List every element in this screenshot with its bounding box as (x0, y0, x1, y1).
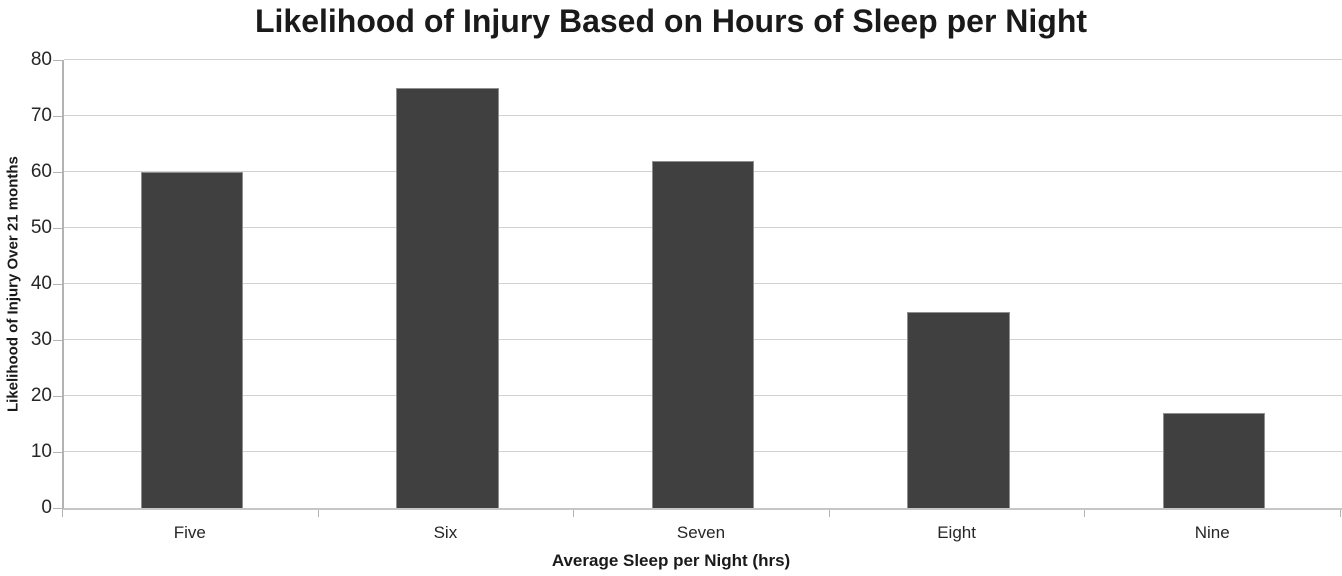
x-category-label-seven: Seven (676, 523, 726, 542)
y-tick-mark-60 (53, 172, 62, 173)
x-axis-label: Average Sleep per Night (hrs) (551, 551, 791, 570)
bar-five (140, 172, 243, 508)
y-tick-label-10: 10 (30, 441, 52, 462)
y-tick-label-50: 50 (30, 217, 52, 238)
x-tick-mark-0 (62, 510, 63, 517)
x-tick-mark-2 (573, 510, 574, 517)
y-tick-label-60: 60 (30, 161, 52, 182)
x-tick-mark-5 (1340, 510, 1341, 517)
y-tick-mark-0 (53, 508, 62, 509)
x-category-label-eight: Eight (937, 523, 976, 542)
y-tick-mark-50 (53, 228, 62, 229)
chart-title: Likelihood of Injury Based on Hours of S… (254, 3, 1088, 39)
y-tick-mark-80 (53, 60, 62, 61)
gridline-80 (64, 59, 1342, 60)
x-tick-mark-4 (1084, 510, 1085, 517)
y-tick-mark-20 (53, 396, 62, 397)
y-tick-mark-40 (53, 284, 62, 285)
y-tick-mark-10 (53, 452, 62, 453)
y-tick-mark-70 (53, 116, 62, 117)
bar-nine (1163, 412, 1266, 508)
y-tick-label-30: 30 (30, 329, 52, 350)
x-category-label-nine: Nine (1194, 523, 1230, 542)
y-tick-label-20: 20 (30, 385, 52, 406)
plot-area (62, 59, 1342, 510)
bar-seven (651, 160, 755, 508)
y-tick-label-0: 0 (41, 497, 52, 518)
bar-eight (907, 312, 1010, 508)
x-tick-mark-1 (318, 510, 319, 517)
gridline-70 (64, 115, 1342, 116)
y-tick-label-80: 80 (30, 49, 52, 70)
y-tick-mark-30 (53, 340, 62, 341)
bar-six (396, 88, 499, 508)
x-category-label-five: Five (173, 523, 206, 542)
y-tick-label-70: 70 (30, 105, 52, 126)
y-tick-label-40: 40 (30, 273, 52, 294)
x-tick-mark-3 (829, 510, 830, 517)
x-category-label-six: Six (433, 523, 458, 542)
